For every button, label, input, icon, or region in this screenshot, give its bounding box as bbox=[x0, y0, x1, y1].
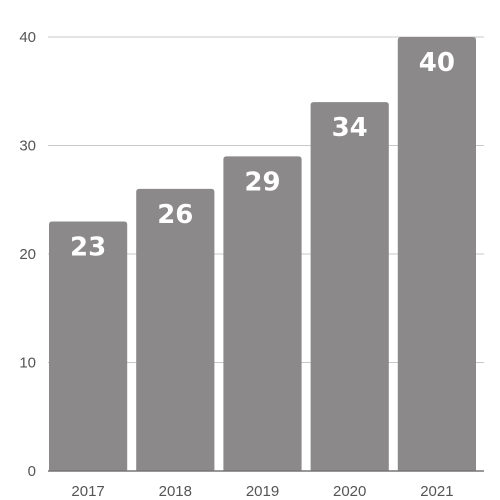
y-tick-label: 0 bbox=[28, 463, 36, 480]
x-tick-label: 2019 bbox=[246, 483, 279, 500]
data-label-2021: 40 bbox=[419, 48, 455, 78]
x-tick-label: 2021 bbox=[420, 483, 453, 500]
bar-2021 bbox=[397, 37, 476, 471]
y-tick-label: 10 bbox=[19, 355, 36, 372]
data-label-2019: 29 bbox=[244, 167, 280, 197]
bars bbox=[49, 37, 476, 471]
data-labels: 23 26 29 34 40 bbox=[70, 48, 455, 262]
data-label-2018: 26 bbox=[157, 200, 193, 230]
bar-2017 bbox=[49, 221, 128, 471]
bar-2019 bbox=[223, 156, 302, 471]
bar-2018 bbox=[136, 188, 215, 471]
y-tick-label: 20 bbox=[19, 246, 36, 263]
data-label-2017: 23 bbox=[70, 232, 106, 262]
x-tick-label: 2020 bbox=[333, 483, 366, 500]
x-tick-label: 2018 bbox=[159, 483, 192, 500]
bar-2020 bbox=[310, 102, 389, 471]
x-axis-tick-labels: 2017 2018 2019 2020 2021 bbox=[71, 483, 453, 500]
x-tick-label: 2017 bbox=[71, 483, 104, 500]
data-label-2020: 34 bbox=[332, 113, 368, 143]
y-axis-tick-labels: 0 10 20 30 40 bbox=[19, 29, 36, 480]
y-tick-label: 40 bbox=[19, 29, 36, 46]
y-tick-label: 30 bbox=[19, 138, 36, 155]
